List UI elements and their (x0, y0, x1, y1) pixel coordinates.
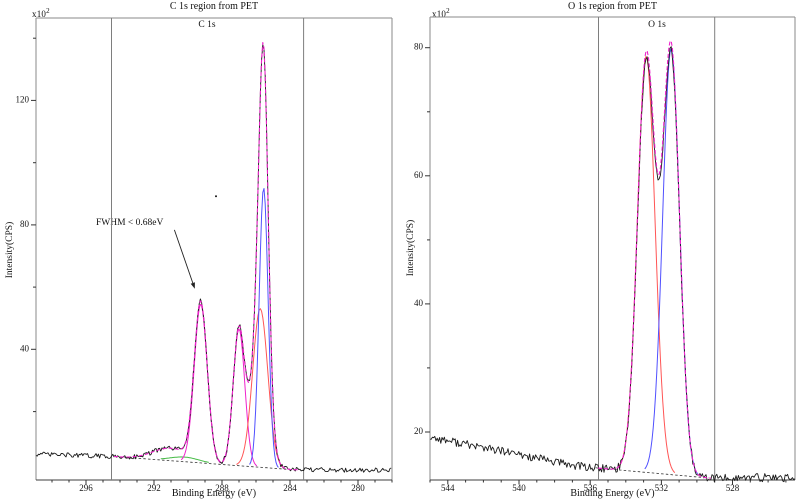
c1s-y-scale-label: x102 (32, 7, 50, 19)
y-tick-label: 60 (414, 170, 424, 180)
c1s-y-scale-base: x10 (32, 9, 47, 19)
component-curve-peak-1 (180, 303, 222, 464)
data-curve (429, 46, 796, 483)
x-tick-label: 296 (79, 483, 93, 493)
x-tick-label: 288 (215, 483, 229, 493)
baseline-curve (595, 467, 709, 479)
c1s-plot-title: C 1s region from PET (169, 1, 259, 12)
c1s-region-label: C 1s (198, 20, 216, 30)
y-tick-label: 40 (20, 343, 30, 353)
stray-dot (215, 195, 217, 198)
o1s-y-scale-exponent: 2 (446, 7, 450, 15)
o1s-plot: O 1s region from PET x102 O 1s Intensity… (400, 0, 800, 504)
c1s-y-scale-exponent: 2 (46, 7, 50, 15)
o1s-y-scale-base: x10 (432, 9, 447, 19)
o1s-chart-canvas: 544 540 536 532 528 20 40 60 80 (414, 16, 796, 493)
x-tick-label: 528 (726, 483, 740, 493)
c1s-chart-canvas: 296 292 288 284 280 40 80 120 (16, 17, 393, 493)
component-curve-peak-2-blue (644, 48, 699, 475)
annotation-arrowhead (190, 282, 195, 289)
annotation-arrow-line (173, 229, 194, 284)
o1s-x-axis-title: Binding Energy (eV) (570, 488, 655, 499)
c1s-x-axis-title: Binding Energy (eV) (171, 488, 257, 499)
x-tick-label: 544 (441, 483, 455, 493)
y-tick-label: 40 (414, 298, 424, 308)
y-tick-label: 80 (20, 219, 30, 229)
o1s-y-scale-label: x102 (432, 7, 450, 19)
o1s-plot-title: O 1s region from PET (568, 1, 657, 12)
data-curve (35, 44, 392, 473)
component-curve-peak-3-blue (249, 188, 279, 468)
fwhm-annotation: FWHM < 0.68eV (96, 218, 164, 228)
x-tick-label: 540 (512, 483, 526, 493)
c1s-plot: C 1s region from PET x102 C 1s Intensity… (5, 1, 393, 499)
envelope-curve (597, 40, 711, 479)
x-tick-label: 536 (583, 483, 597, 493)
baseline-curve (115, 456, 298, 471)
x-tick-label: 284 (283, 483, 297, 493)
x-tick-label: 280 (351, 483, 365, 493)
y-tick-label: 120 (16, 94, 30, 104)
component-curve-component-green (160, 456, 209, 463)
x-tick-label: 292 (147, 483, 161, 493)
o1s-region-label: O 1s (648, 20, 666, 30)
y-tick-label: 20 (414, 426, 424, 436)
x-tick-label: 532 (655, 483, 669, 493)
y-tick-label: 80 (414, 42, 424, 52)
component-curve-peak-3-red (236, 308, 284, 468)
envelope-curve (113, 41, 300, 471)
